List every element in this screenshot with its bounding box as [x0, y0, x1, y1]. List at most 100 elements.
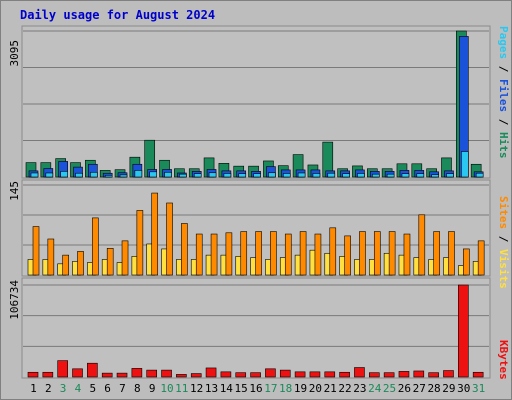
bar-pages-day-31 — [475, 172, 484, 178]
bar-pages-day-3 — [60, 171, 68, 178]
bar-pages-day-6 — [104, 175, 113, 178]
panel-1-ymax-label: 3095 — [8, 40, 21, 67]
x-tick-label: 31 — [472, 382, 485, 395]
panel-1-plot-area — [21, 25, 491, 179]
x-tick-label: 20 — [309, 382, 322, 395]
bar-pages-day-28 — [431, 174, 439, 178]
bar-pages-day-13 — [208, 172, 217, 178]
legend-pages: Pages — [497, 26, 510, 59]
legend-visits: Visits — [497, 249, 510, 289]
bar-sites-day-6 — [106, 248, 114, 276]
panel-2-bars — [23, 184, 489, 276]
bar-pages-day-27 — [416, 173, 425, 178]
x-tick-label: 14 — [220, 382, 234, 395]
panel-3-legend-label: KBytes — [497, 340, 510, 380]
bar-sites-day-7 — [121, 240, 129, 276]
x-tick-label: 23 — [353, 382, 366, 395]
bar-kbytes-day-22 — [339, 371, 350, 378]
panel-2-ymax-label: 145 — [8, 181, 21, 201]
bar-pages-day-15 — [238, 173, 247, 178]
x-tick-label: 16 — [249, 382, 262, 395]
bar-sites-day-28 — [433, 231, 440, 276]
bar-kbytes-day-12 — [190, 373, 202, 378]
bar-kbytes-day-2 — [42, 371, 54, 378]
bar-sites-day-5 — [92, 217, 99, 276]
x-tick-label: 9 — [149, 382, 156, 395]
bar-pages-day-18 — [282, 173, 291, 178]
panel-3-plot-area — [21, 277, 491, 379]
kbytes-panel: 106734 KBytes — [8, 277, 510, 380]
x-tick-label: 8 — [134, 382, 141, 395]
bar-pages-day-29 — [446, 173, 454, 178]
bar-sites-day-10 — [166, 202, 173, 276]
panel-3-bars — [23, 284, 489, 378]
bar-kbytes-day-9 — [146, 369, 158, 378]
x-tick-label: 4 — [75, 382, 82, 395]
x-tick-label: 19 — [294, 382, 307, 395]
bar-kbytes-day-7 — [116, 372, 128, 378]
x-tick-label: 6 — [104, 382, 111, 395]
bar-pages-day-12 — [193, 173, 202, 178]
x-tick-label: 30 — [457, 382, 470, 395]
bar-pages-day-8 — [134, 170, 143, 178]
bar-pages-day-24 — [371, 173, 380, 178]
bar-pages-day-17 — [268, 172, 276, 178]
bar-sites-day-27 — [418, 214, 426, 276]
panel-1-bars — [23, 30, 489, 178]
x-tick-label: 5 — [89, 382, 96, 395]
legend-separator: / — [497, 229, 510, 249]
panel-3-ymax-label: 106734 — [8, 280, 21, 320]
bar-sites-day-11 — [181, 223, 188, 276]
bar-sites-day-9 — [151, 192, 159, 276]
bar-kbytes-day-31 — [472, 371, 484, 378]
x-tick-label: 24 — [368, 382, 382, 395]
bar-sites-day-21 — [329, 227, 337, 276]
bar-sites-day-4 — [77, 251, 84, 276]
bar-pages-day-26 — [401, 173, 410, 178]
bar-sites-day-22 — [344, 235, 351, 276]
bar-sites-day-13 — [210, 233, 218, 276]
bar-kbytes-day-1 — [27, 371, 39, 378]
bar-pages-day-22 — [342, 173, 350, 178]
bar-kbytes-day-24 — [368, 372, 380, 378]
bar-kbytes-day-20 — [309, 371, 321, 378]
bar-sites-day-31 — [477, 240, 485, 276]
bar-kbytes-day-13 — [205, 367, 217, 378]
bar-kbytes-day-23 — [354, 367, 365, 378]
x-tick-label: 7 — [119, 382, 126, 395]
legend-sites: Sites — [497, 196, 510, 229]
bar-pages-day-14 — [223, 173, 232, 178]
bar-sites-day-25 — [388, 231, 396, 276]
bar-kbytes-day-5 — [87, 362, 98, 378]
x-tick-label: 22 — [338, 382, 351, 395]
bar-pages-day-21 — [327, 172, 336, 178]
bar-pages-day-5 — [90, 171, 98, 178]
bar-sites-day-17 — [270, 231, 277, 276]
bar-pages-day-7 — [119, 174, 128, 178]
x-tick-label: 18 — [279, 382, 292, 395]
bar-sites-day-1 — [32, 226, 40, 276]
bar-sites-day-2 — [47, 238, 55, 276]
bar-pages-day-11 — [179, 173, 187, 178]
bar-kbytes-day-27 — [413, 370, 425, 378]
bar-pages-day-4 — [75, 172, 83, 178]
bar-kbytes-day-11 — [176, 374, 187, 378]
bar-kbytes-day-19 — [294, 371, 306, 378]
bar-pages-day-1 — [30, 172, 39, 178]
x-tick-label: 11 — [175, 382, 188, 395]
bar-sites-day-20 — [314, 233, 322, 276]
bar-kbytes-day-3 — [57, 360, 68, 378]
bar-sites-day-23 — [359, 231, 366, 276]
x-tick-label: 2 — [45, 382, 52, 395]
bar-pages-day-19 — [297, 172, 306, 178]
x-tick-label: 27 — [413, 382, 426, 395]
x-tick-label: 17 — [264, 382, 277, 395]
bar-kbytes-day-25 — [383, 372, 395, 378]
bar-pages-day-2 — [45, 172, 54, 178]
panel-2-legend-label: Sites / Visits — [497, 196, 510, 289]
x-tick-label: 12 — [190, 382, 203, 395]
bar-sites-day-30 — [463, 248, 470, 276]
bar-kbytes-day-28 — [428, 372, 439, 378]
bar-kbytes-day-6 — [101, 372, 113, 378]
